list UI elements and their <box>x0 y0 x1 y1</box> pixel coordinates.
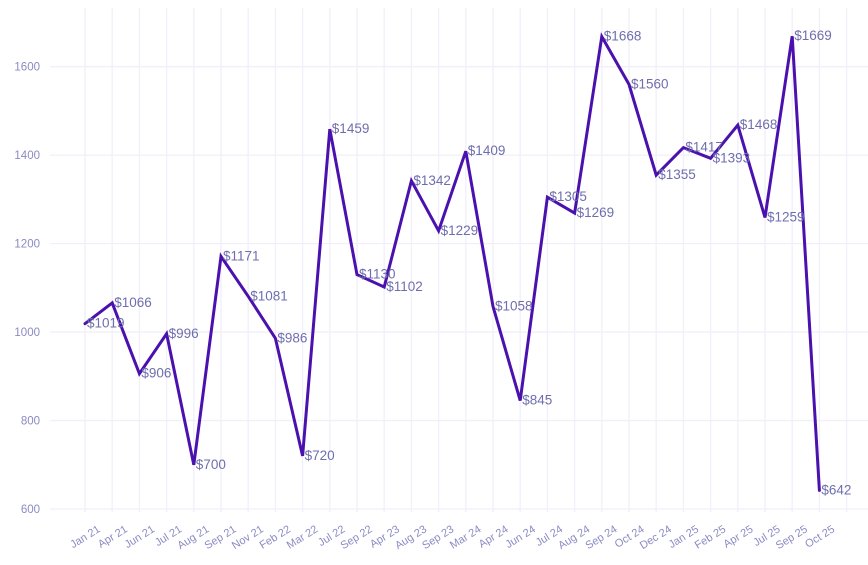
point-value-label: $1259 <box>767 210 805 225</box>
point-value-label: $1560 <box>631 76 669 91</box>
point-value-label: $1066 <box>114 295 152 310</box>
y-tick-label: 800 <box>21 416 40 428</box>
point-value-label: $1081 <box>250 288 288 303</box>
y-tick-label: 1400 <box>14 150 40 162</box>
x-tick-label: Oct 25 <box>803 523 837 550</box>
point-value-label: $996 <box>169 326 199 341</box>
x-tick-label: Apr 24 <box>477 523 511 550</box>
point-value-label: $1019 <box>87 316 125 331</box>
point-value-label: $1417 <box>685 140 723 155</box>
data-line <box>83 32 821 492</box>
point-value-label: $906 <box>141 366 171 381</box>
point-value-label: $1130 <box>359 267 396 282</box>
y-tick-label: 600 <box>21 504 40 516</box>
point-value-label: $720 <box>305 448 335 463</box>
x-tick-label: Dec 24 <box>638 523 674 552</box>
point-value-label: $1459 <box>332 121 370 136</box>
point-value-label: $1468 <box>740 117 778 132</box>
x-tick-label: Sep 25 <box>774 523 810 552</box>
x-tick-label: Jun 21 <box>123 523 157 551</box>
x-tick-label: Apr 25 <box>722 523 756 550</box>
chart-gridlines <box>50 8 868 512</box>
point-value-label: $700 <box>196 457 226 472</box>
point-value-label: $1409 <box>468 143 506 158</box>
y-tick-label: 1000 <box>14 327 40 339</box>
point-labels: $1019 $1066 $906 $996 $700 $1171 $1081 $986 $720… <box>87 28 851 497</box>
point-value-label: $1393 <box>713 150 751 165</box>
y-axis: 600 800 1000 1200 1400 1600 <box>14 62 40 516</box>
point-value-label: $1305 <box>549 189 587 204</box>
point-value-label: $1171 <box>223 248 260 263</box>
x-tick-label: Sep 22 <box>339 523 375 552</box>
x-tick-label: Jun 24 <box>503 523 537 551</box>
x-tick-label: Sep 24 <box>583 523 619 552</box>
point-value-label: $642 <box>821 482 851 497</box>
x-tick-label: Mar 24 <box>448 523 483 551</box>
point-value-label: $1229 <box>441 223 479 238</box>
point-value-label: $845 <box>522 393 552 408</box>
x-tick-label: Feb 25 <box>693 523 728 551</box>
point-value-label: $1668 <box>604 29 642 44</box>
y-tick-label: 1200 <box>14 239 40 251</box>
y-tick-label: 1600 <box>14 62 40 74</box>
x-tick-label: Mar 22 <box>285 523 320 551</box>
point-value-label: $1355 <box>658 167 696 182</box>
x-tick-label: Jan 21 <box>68 523 102 551</box>
point-value-label: $1058 <box>495 298 533 313</box>
point-value-label: $1669 <box>794 28 832 43</box>
point-value-label: $1342 <box>413 173 451 188</box>
x-tick-label: Apr 21 <box>96 523 130 550</box>
point-value-label: $1269 <box>577 205 615 220</box>
point-value-label: $986 <box>277 330 307 345</box>
point-value-label: $1102 <box>386 279 423 294</box>
